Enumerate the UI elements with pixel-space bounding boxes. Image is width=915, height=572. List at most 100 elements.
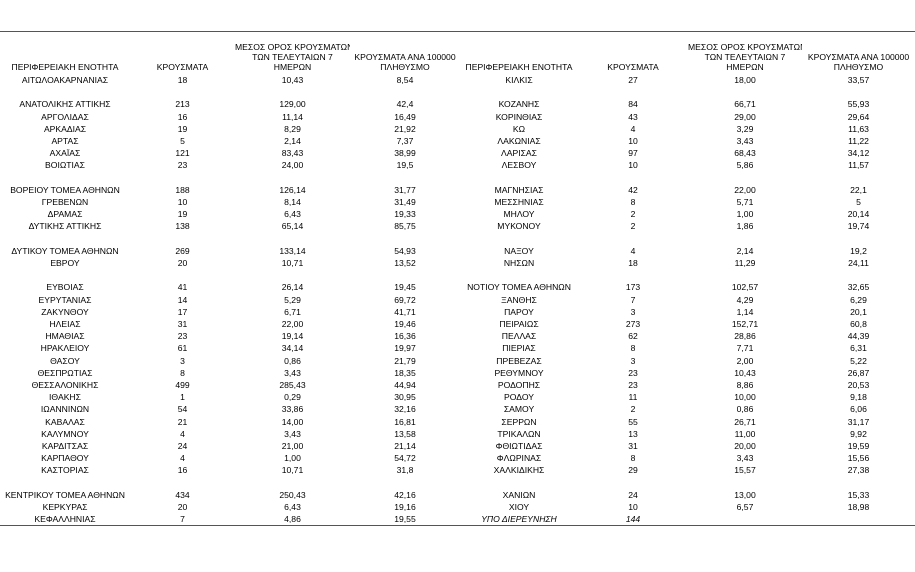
empty-cell	[130, 172, 235, 184]
region-name: ΜΕΣΣΗΝΙΑΣ	[494, 197, 544, 207]
region-name: ΔΥΤΙΚΟΥ ΤΟΜΕΑ ΑΘΗΝΩΝ	[11, 245, 119, 256]
cases: 10	[628, 502, 638, 513]
region-name: ΚΕΦΑΛΛΗΝΙΑΣ	[34, 514, 96, 525]
avg-7-days: 129,00	[279, 99, 306, 110]
region-name: ΕΥΒΟΙΑΣ	[46, 282, 84, 293]
avg-7-days: 66,71	[734, 99, 756, 110]
region-name: ΚΙΛΚΙΣ	[505, 75, 533, 85]
table-body: ΑΙΤΩΛΟΑΚΑΡΝΑΝΙΑΣ 18 10,43 8,54 ΚΙΛΚΙΣ 27 18,00…	[0, 74, 915, 525]
header-line: ΠΕΡΙΦΕΡΕΙΑΚΗ ΕΝΟΤΗΤΑ	[465, 62, 573, 72]
cases: 18	[177, 75, 188, 85]
cases: 23	[177, 331, 188, 342]
region-name: ΧΑΛΚΙΔΙΚΗΣ	[493, 465, 545, 476]
cases-per-100k: 22,1	[850, 184, 867, 195]
cases: 3	[630, 306, 636, 317]
cases: 27	[628, 75, 638, 85]
cases: 13	[628, 428, 638, 439]
region-name: ΒΟΡΕΙΟΥ ΤΟΜΕΑ ΑΘΗΝΩΝ	[10, 184, 120, 195]
empty-cell	[235, 172, 350, 184]
table-row: ΕΒΡΟΥ 20 10,71 13,52 ΝΗΣΩΝ 18 11,29 24,11	[0, 257, 915, 269]
avg-7-days: 10,00	[734, 392, 756, 403]
header-line: ΠΛΗΘΥΣΜΟ	[833, 62, 884, 72]
avg-7-days: 11,14	[282, 111, 303, 122]
cases: 3	[630, 355, 636, 366]
region-name: ΧΙΟΥ	[508, 502, 530, 513]
avg-7-days: 0,29	[284, 392, 301, 403]
cases: 62	[628, 331, 638, 342]
cases: 97	[628, 148, 638, 159]
empty-cell	[0, 477, 130, 489]
region-name: ΑΧΑΪΑΣ	[49, 148, 81, 159]
empty-cell	[460, 233, 578, 245]
cases-table: ΠΕΡΙΦΕΡΕΙΑΚΗ ΕΝΟΤΗΤΑ ΚΡΟΥΣΜΑΤΑ ΜΕΣΟΣ ΟΡΟΣ …	[0, 32, 915, 525]
region-name: ΛΕΣΒΟΥ	[501, 160, 537, 171]
cases-per-100k: 5	[856, 197, 861, 207]
cases: 23	[628, 367, 638, 378]
cases-per-100k: 19,33	[394, 209, 416, 220]
empty-cell	[688, 269, 802, 281]
region-name: ΣΑΜΟΥ	[503, 404, 535, 415]
cases-per-100k: 5,22	[850, 355, 867, 366]
avg-7-days: 5,86	[736, 160, 754, 171]
avg-7-days: 1,00	[736, 209, 754, 220]
header-line: ΗΜΕΡΩΝ	[273, 62, 312, 72]
cases-per-100k: 21,79	[394, 355, 416, 366]
cases-per-100k: 6,29	[850, 294, 867, 305]
cases-per-100k: 19,55	[394, 514, 416, 525]
cases-per-100k: 20,53	[847, 380, 870, 391]
table-row: ΑΙΤΩΛΟΑΚΑΡΝΑΝΙΑΣ 18 10,43 8,54 ΚΙΛΚΙΣ 27 18,00…	[0, 74, 915, 86]
cases-per-100k: 31,49	[394, 197, 416, 207]
avg-7-days: 1,00	[284, 453, 301, 464]
cases-per-100k: 16,36	[394, 331, 416, 342]
cases-per-100k: 18,98	[847, 502, 870, 513]
empty-cell	[802, 513, 915, 525]
avg-7-days: 1,86	[736, 221, 754, 232]
region-name: ΦΛΩΡΙΝΑΣ	[496, 453, 542, 464]
column-header: ΚΡΟΥΣΜΑΤΑ ΑΝΑ 100000 ΠΛΗΘΥΣΜΟ	[350, 32, 460, 74]
cases-per-100k: 9,92	[850, 428, 867, 439]
cases: 17	[177, 306, 188, 317]
cases: 21	[177, 416, 188, 427]
cases: 4	[630, 245, 636, 256]
avg-7-days: 285,43	[279, 380, 306, 391]
cases-per-100k: 54,93	[394, 245, 416, 256]
cases: 10	[628, 160, 638, 171]
avg-7-days: 2,14	[284, 136, 301, 146]
cases: 19	[177, 123, 188, 134]
cases-per-100k: 6,31	[850, 343, 867, 354]
avg-7-days: 65,14	[281, 221, 304, 232]
cases-per-100k: 54,72	[394, 453, 416, 464]
empty-cell	[350, 172, 460, 184]
table-row: ΔΥΤΙΚΗΣ ΑΤΤΙΚΗΣ 138 65,14 85,75 ΜΥΚΟΝΟΥ 2 1,86…	[0, 220, 915, 232]
region-name: ΝΟΤΙΟΥ ΤΟΜΕΑ ΑΘΗΝΩΝ	[467, 282, 571, 293]
empty-cell	[802, 477, 915, 489]
cases: 31	[628, 441, 638, 452]
empty-cell	[350, 477, 460, 489]
table-row: ΙΘΑΚΗΣ 1 0,29 30,95 ΡΟΔΟΥ 11 10,00 9,18	[0, 391, 915, 403]
region-name: ΚΩ	[512, 123, 526, 134]
table-row: ΔΡΑΜΑΣ 19 6,43 19,33 ΜΗΛΟΥ 2 1,00 20,14	[0, 208, 915, 220]
region-name: ΕΥΡΥΤΑΝΙΑΣ	[38, 294, 92, 305]
cases: 23	[177, 160, 188, 171]
cases: 1	[180, 392, 185, 403]
avg-7-days: 24,00	[281, 160, 304, 171]
avg-7-days: 19,14	[281, 331, 304, 342]
avg-7-days: 0,86	[284, 355, 301, 366]
region-name: ΚΑΛΥΜΝΟΥ	[41, 428, 89, 439]
table-row: ΓΡΕΒΕΝΩΝ 10 8,14 31,49 ΜΕΣΣΗΝΙΑΣ 8 5,71 5	[0, 196, 915, 208]
region-name: ΚΑΡΠΑΘΟΥ	[41, 453, 89, 464]
avg-7-days: 10,43	[281, 75, 304, 85]
cases: 18	[628, 258, 638, 268]
avg-7-days: 26,14	[281, 282, 304, 293]
region-name: ΝΑΞΟΥ	[504, 245, 534, 256]
cases-per-100k: 18,35	[394, 367, 416, 378]
cases: 4	[630, 123, 636, 134]
column-header: ΜΕΣΟΣ ΟΡΟΣ ΚΡΟΥΣΜΑΤΩΝ ΤΩΝ ΤΕΛΕΥΤΑΙΩΝ 7 ΗΜΕ…	[235, 32, 350, 74]
cases-per-100k: 19,46	[394, 319, 416, 329]
empty-cell	[688, 477, 802, 489]
cases: 2	[630, 404, 636, 415]
cases: 23	[628, 380, 638, 391]
empty-cell	[460, 172, 578, 184]
table-row: ΙΩΑΝΝΙΝΩΝ 54 33,86 32,16 ΣΑΜΟΥ 2 0,86 6,06	[0, 403, 915, 415]
